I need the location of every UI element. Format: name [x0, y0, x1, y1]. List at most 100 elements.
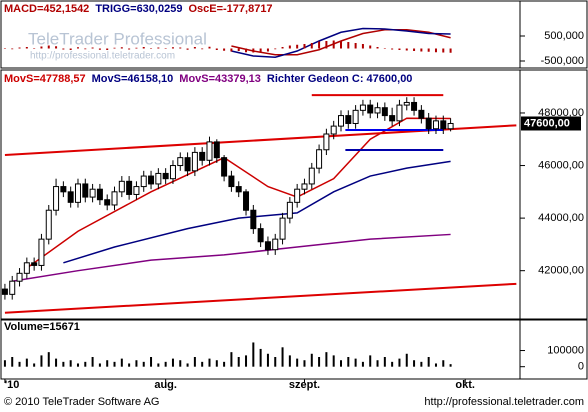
histogram-bar: [150, 48, 153, 49]
histogram-bar: [332, 40, 335, 49]
volume-bar: [259, 348, 262, 367]
volume-bar: [325, 352, 328, 367]
candle-body: [272, 238, 279, 251]
candle-body: [104, 199, 111, 206]
indicator-line: [231, 27, 451, 59]
histogram-bar: [186, 48, 189, 50]
x-tick-label: okt.: [455, 379, 475, 391]
candle-body: [82, 183, 89, 198]
trendline: [4, 282, 517, 314]
histogram-bar: [120, 47, 123, 49]
legend-entry: Volume=15671: [4, 321, 80, 333]
legend-entry: TRIGG=630,0259: [95, 3, 182, 15]
volume-bar: [91, 357, 94, 367]
candle-body: [191, 151, 198, 172]
histogram-bar: [369, 45, 372, 49]
candle-body: [403, 101, 410, 106]
candle-body: [352, 109, 359, 124]
histogram-bar: [142, 47, 145, 49]
volume-bar: [128, 363, 131, 367]
volume-bar: [150, 357, 153, 367]
volume-bar: [113, 361, 116, 367]
histogram-bar: [245, 48, 248, 53]
volume-bar: [186, 363, 189, 367]
candle-body: [257, 228, 264, 243]
candle-body: [411, 101, 418, 111]
histogram-bar: [47, 45, 50, 49]
candle-body: [447, 122, 454, 130]
x-tick-label: aug.: [154, 379, 177, 391]
y-tick-label: 100000: [547, 344, 584, 356]
volume-bar: [391, 361, 394, 367]
candle-body: [53, 186, 60, 211]
candle-body: [228, 175, 235, 188]
candle-body: [96, 188, 103, 201]
candle-body: [45, 209, 52, 240]
histogram-bar: [179, 47, 182, 49]
histogram-bar: [98, 48, 101, 50]
histogram-bar: [296, 44, 299, 49]
x-tick-label: '10: [5, 379, 20, 391]
volume-bar: [69, 360, 72, 367]
copyright: © 2010 TeleTrader Software AG: [4, 396, 159, 408]
histogram-bar: [113, 47, 116, 49]
volume-bar: [55, 358, 58, 367]
histogram-bar: [325, 41, 328, 49]
histogram-bar: [434, 48, 437, 53]
volume-bar: [413, 360, 416, 367]
volume-bar: [274, 357, 277, 367]
histogram-bar: [347, 42, 350, 49]
histogram-bar: [281, 47, 284, 49]
histogram-bar: [442, 48, 445, 53]
histogram-bar: [135, 47, 138, 49]
candle-body: [169, 165, 176, 180]
volume-bar: [142, 361, 145, 367]
volume-bar: [135, 360, 138, 367]
volume-bar: [288, 355, 291, 367]
candle-body: [16, 272, 23, 282]
candle-body: [338, 115, 345, 127]
volume-bar: [347, 357, 350, 367]
volume-bar: [84, 361, 87, 367]
volume-bar: [266, 353, 269, 367]
volume-bar: [427, 357, 430, 367]
histogram-bar: [361, 44, 364, 49]
candle-body: [396, 104, 403, 122]
histogram-bar: [288, 45, 291, 49]
candle-body: [118, 180, 125, 193]
candle-body: [418, 109, 425, 119]
legend-entry: MACD=452,1542: [4, 3, 89, 15]
candle-body: [359, 104, 366, 111]
histogram-bar: [171, 47, 174, 49]
candle-body: [140, 175, 147, 188]
histogram-bar: [376, 47, 379, 49]
y-tick-label: 42000,00: [538, 265, 584, 277]
histogram-bar: [420, 48, 423, 52]
histogram-bar: [76, 47, 79, 49]
volume-bar: [164, 361, 167, 367]
volume-bar: [3, 360, 6, 367]
volume-bar: [398, 358, 401, 367]
panel-frame: [0, 319, 588, 380]
volume-bar: [223, 361, 226, 367]
legend-entry: Richter Gedeon C: 47600,00: [267, 73, 413, 85]
footer-url: http://professional.teletrader.com: [424, 396, 584, 408]
volume-bar: [230, 352, 233, 367]
volume-bar: [62, 361, 65, 367]
histogram-bar: [252, 48, 255, 53]
histogram-bar: [84, 48, 87, 50]
y-tick-label: 500,000: [544, 30, 584, 42]
volume-bar: [332, 355, 335, 367]
volume-bar: [98, 363, 101, 367]
candle-body: [367, 104, 374, 114]
volume-bar: [281, 347, 284, 367]
candle-body: [374, 107, 381, 114]
volume-bar: [405, 353, 408, 367]
volume-bar: [369, 355, 372, 367]
volume-bar: [361, 361, 364, 367]
candle-body: [9, 280, 16, 295]
last-close-label: 47600,00: [524, 117, 570, 129]
volume-bar: [157, 363, 160, 367]
volume-bar: [25, 358, 28, 367]
